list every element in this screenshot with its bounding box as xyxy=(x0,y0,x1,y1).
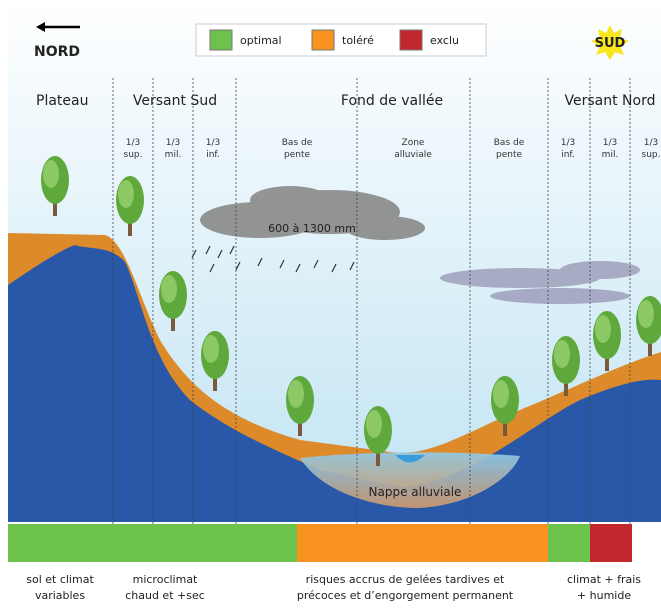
text-line: Zone xyxy=(402,138,425,148)
bar-tolere xyxy=(297,524,548,562)
tree-crown xyxy=(366,410,382,438)
text-line: 1/3 xyxy=(166,138,180,148)
tree-crown xyxy=(493,380,509,408)
tree-crown xyxy=(161,275,177,303)
text-line: alluviale xyxy=(394,150,432,160)
text-line: Bas de xyxy=(494,138,525,148)
legend-label: exclu xyxy=(430,34,459,47)
text-line: Bas de xyxy=(282,138,313,148)
bar-exclu xyxy=(590,524,632,562)
text-line: sup. xyxy=(642,150,661,160)
text-line: variables xyxy=(35,589,85,602)
legend-swatch xyxy=(210,30,232,50)
text-line: 1/3 xyxy=(126,138,140,148)
legend-swatch xyxy=(400,30,422,50)
tree-crown xyxy=(638,300,654,328)
zone-label: Versant Sud xyxy=(133,93,217,109)
text-line: sol et climat xyxy=(26,573,94,586)
aquifer-label: Nappe alluviale xyxy=(369,485,462,499)
text-line: mil. xyxy=(602,150,619,160)
bar-optimal xyxy=(8,524,297,562)
tree-crown xyxy=(43,160,59,188)
tree-crown xyxy=(595,315,611,343)
text-line: 1/3 xyxy=(206,138,220,148)
text-line: inf. xyxy=(561,150,575,160)
text-line: pente xyxy=(496,150,522,160)
text-line: climat + frais xyxy=(567,573,641,586)
legend-label: optimal xyxy=(240,34,282,47)
note: sol et climat variables xyxy=(26,573,94,602)
diagram: NORD SUD optimal toléré exclu Plateau Ve… xyxy=(0,0,661,612)
text-line: chaud et +sec xyxy=(125,589,205,602)
tree-crown xyxy=(288,380,304,408)
bar-optimal xyxy=(548,524,590,562)
text-line: 1/3 xyxy=(644,138,658,148)
text-line: mil. xyxy=(165,150,182,160)
text-line: 1/3 xyxy=(561,138,575,148)
note: climat + frais + humide xyxy=(567,573,641,602)
text-line: microclimat xyxy=(133,573,198,586)
zone-label: Fond de vallée xyxy=(341,93,443,109)
notes: sol et climat variables microclimat chaud e… xyxy=(26,573,641,602)
text-line: 1/3 xyxy=(603,138,617,148)
zone-label: Versant Nord xyxy=(565,93,656,109)
legend-swatch xyxy=(312,30,334,50)
note: microclimat chaud et +sec xyxy=(125,573,205,602)
text-line: inf. xyxy=(206,150,220,160)
legend-label: toléré xyxy=(342,34,374,47)
text-line: risques accrus de gelées tardives et xyxy=(306,573,505,586)
zone-label: Plateau xyxy=(36,93,88,109)
text-line: précoces et d’engorgement permanent xyxy=(297,589,514,602)
north-label: NORD xyxy=(34,44,80,60)
note: risques accrus de gelées tardives et préc… xyxy=(297,573,514,602)
tree-crown xyxy=(554,340,570,368)
text-line: sup. xyxy=(124,150,143,160)
south-label: SUD xyxy=(595,36,626,51)
tree-crown xyxy=(118,180,134,208)
text-line: + humide xyxy=(577,589,631,602)
text-line: pente xyxy=(284,150,310,160)
rainfall-label: 600 à 1300 mm xyxy=(268,222,356,235)
tree-crown xyxy=(203,335,219,363)
